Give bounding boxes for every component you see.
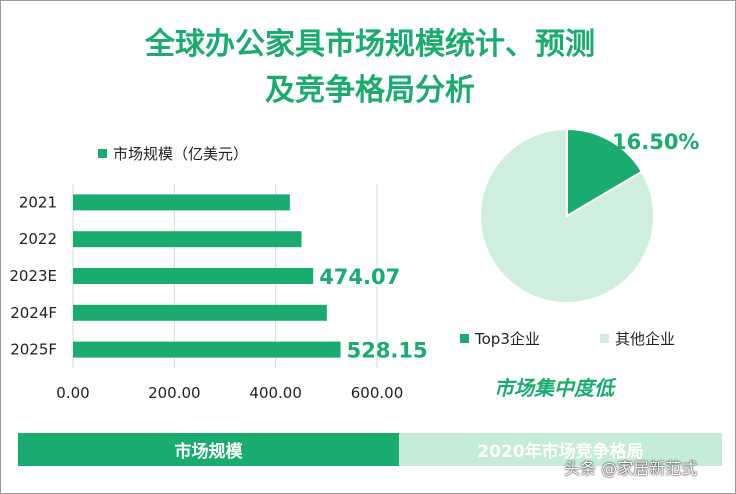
y-tick-label: 2024F: [10, 304, 57, 322]
bar: [73, 304, 327, 321]
bar: [73, 194, 290, 211]
x-tick-label: 400.00: [249, 384, 302, 402]
pie-legend-label-others: 其他企业: [615, 330, 676, 348]
footer-competition: 2020年市场竞争格局: [399, 433, 722, 466]
pie-legend-others: 其他企业: [600, 328, 675, 349]
pie-data-label: 16.50%: [612, 130, 700, 154]
pie-legend-label-top3: Top3企业: [475, 330, 540, 348]
title-line-1: 全球办公家具市场规模统计、预测: [145, 27, 595, 62]
pie-slice: [479, 127, 655, 304]
y-tick-label: 2023E: [9, 267, 57, 285]
pie-legend-top3: Top3企业: [460, 328, 540, 349]
y-tick-label: 2021: [19, 193, 57, 211]
bar: [73, 341, 341, 358]
bar-legend: 市场规模（亿美元）: [98, 143, 248, 164]
page-title: 全球办公家具市场规模统计、预测 及竞争格局分析: [120, 22, 620, 114]
bar-legend-label: 市场规模（亿美元）: [113, 145, 249, 163]
x-tick-label: 200.00: [148, 384, 201, 402]
pie-caption: 市场集中度低: [494, 376, 614, 400]
credit-watermark: 头条 @家居新范式: [564, 459, 698, 478]
x-tick-label: 600.00: [351, 384, 404, 402]
x-tick-label: 0.00: [56, 384, 89, 402]
bar-data-label: 528.15: [347, 339, 428, 363]
bar: [73, 268, 314, 284]
legend-swatch-others: [600, 334, 609, 343]
legend-swatch-top3: [460, 334, 469, 343]
y-tick-label: 2025F: [10, 341, 57, 359]
y-tick-label: 2022: [19, 230, 57, 248]
bar: [73, 231, 302, 248]
title-line-2: 及竞争格局分析: [265, 73, 475, 108]
bar-data-label: 474.07: [319, 265, 400, 289]
footer-market-size: 市场规模: [18, 433, 399, 466]
pie-slice: [566, 127, 644, 218]
legend-swatch: [98, 149, 107, 158]
